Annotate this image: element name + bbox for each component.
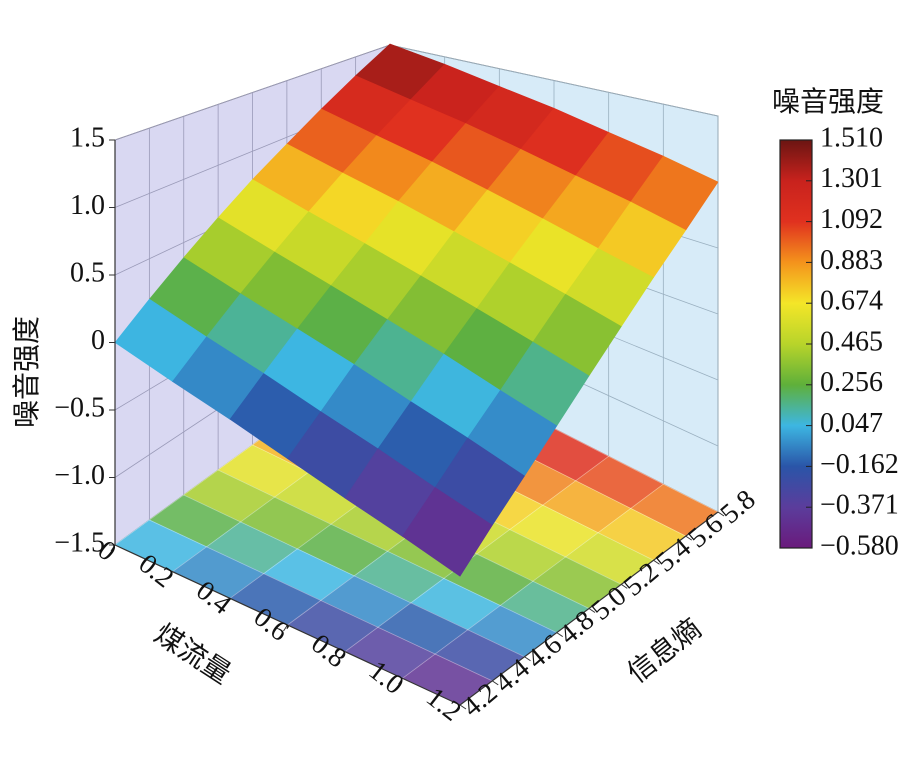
z-tick-label: −0.5 (54, 392, 105, 423)
colorbar-tick-label: 0.047 (820, 408, 883, 439)
x-tick (168, 571, 173, 578)
colorbar-tick-label: −0.162 (820, 449, 899, 480)
y-tick (491, 680, 499, 686)
z-tick-label: 1.5 (70, 122, 105, 153)
y-tick (556, 632, 564, 638)
z-tick-label: 0.5 (70, 257, 105, 288)
colorbar-tick-label: 0.256 (820, 367, 883, 398)
colorbar-tick-label: 1.092 (820, 204, 883, 235)
surface-cell (402, 487, 493, 577)
z-tick-label: 1.0 (70, 190, 105, 221)
grid-line (149, 519, 493, 682)
colorbar-title: 噪音强度 (772, 85, 884, 118)
colorbar-tick-label: 1.301 (820, 163, 883, 194)
y-tick (524, 656, 531, 662)
y-tick (653, 559, 660, 565)
z-tick-label: −1.0 (54, 460, 105, 491)
y-tick (588, 608, 596, 613)
x-tick (340, 651, 346, 658)
z-tick-label: −1.5 (54, 527, 105, 558)
x-tick (398, 678, 403, 685)
x-tick (110, 544, 116, 552)
colorbar-tick-label: −0.580 (820, 530, 899, 561)
y-tick (459, 704, 467, 710)
z-tick-label: 0 (91, 325, 105, 356)
x-tick (283, 624, 288, 632)
colorbar-tick-label: 0.883 (820, 245, 883, 276)
x-axis-label: 煤流量 (149, 617, 237, 690)
x-tick (225, 598, 231, 605)
y-tick (685, 535, 693, 541)
colorbar-tick-label: 0.465 (820, 326, 883, 357)
colorbar-tick-label: 1.510 (820, 122, 883, 153)
grid-line (183, 494, 525, 658)
y-axis-label: 信息熵 (621, 612, 708, 690)
grid-line (217, 469, 557, 633)
y-tick (620, 583, 628, 589)
colorbar-tick-label: −0.371 (820, 490, 899, 521)
x-tick (455, 704, 461, 712)
colorbar-tick-label: 0.674 (820, 286, 883, 317)
y-tick (717, 511, 725, 517)
z-axis-label: 噪音强度 (10, 316, 43, 428)
